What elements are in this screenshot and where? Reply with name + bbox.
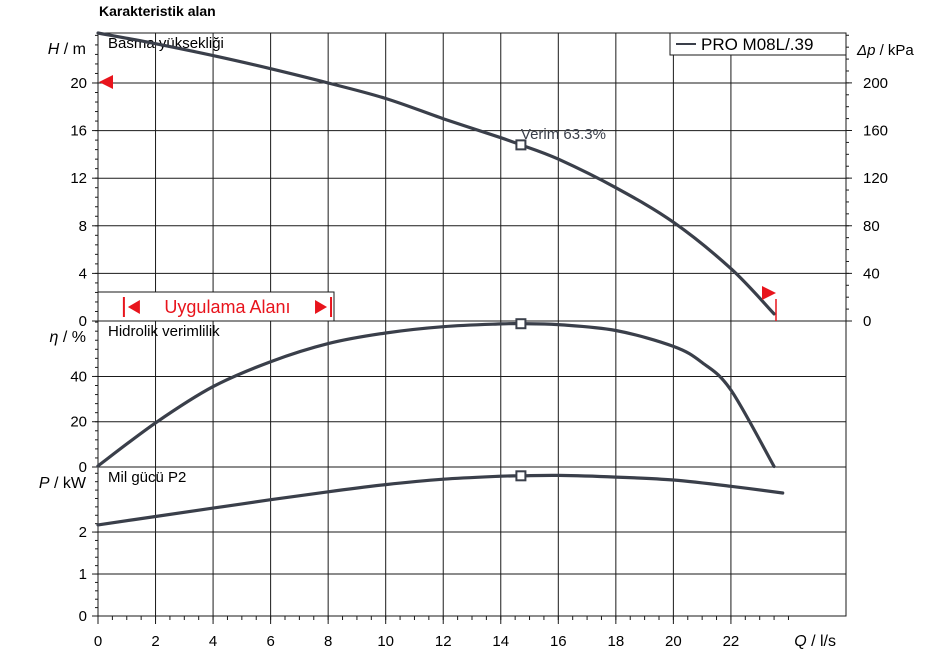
legend-box — [669, 32, 847, 56]
range-left-arrow — [127, 300, 140, 314]
panel-frame — [97, 32, 847, 322]
y-tick-label: 2 — [79, 524, 87, 541]
y2-tick-label: 200 — [863, 75, 888, 92]
y-axis-separator: / — [50, 475, 63, 492]
y-axis-label: H / m — [48, 41, 86, 58]
application-range: Uygulama Alanı — [97, 291, 335, 322]
y-axis-label: η / % — [50, 329, 86, 346]
chart-gridlines — [98, 33, 846, 616]
x-tick-label: 14 — [492, 633, 509, 650]
range-right-arrow — [315, 300, 328, 314]
y-tick-label: 0 — [79, 608, 87, 625]
curve-efficiency — [96, 322, 776, 469]
application-range-label: Uygulama Alanı — [164, 297, 290, 317]
y-tick-label: 8 — [79, 218, 87, 235]
y-tick-label: 20 — [70, 414, 87, 431]
y-tick-label: 4 — [79, 265, 87, 282]
y-axis-symbol: P — [39, 475, 50, 492]
x-tick-label: 16 — [550, 633, 567, 650]
chart-curves — [96, 31, 785, 527]
curve-head — [96, 31, 776, 316]
y2-axis-unit: kPa — [888, 42, 915, 59]
y-tick-label: 12 — [70, 170, 87, 187]
x-tick-label: 0 — [94, 633, 102, 650]
panel-title: Mil gücü P2 — [108, 469, 186, 486]
panel-frame — [97, 466, 847, 617]
chart-overlays: PRO M08L/.39 Verim 63.3% Uygulama Alanı — [97, 32, 847, 322]
x-tick-label: 18 — [608, 633, 625, 650]
duty-point-marker — [515, 139, 527, 151]
y-axis-label: P / kW — [39, 475, 87, 492]
y-axis-unit: m — [73, 41, 86, 58]
x-tick-label: 4 — [209, 633, 217, 650]
x-tick-label: 10 — [377, 633, 394, 650]
y2-tick-label: 40 — [863, 265, 880, 282]
x-tick-label: 20 — [665, 633, 682, 650]
y-tick-label: 0 — [79, 313, 87, 330]
y2-axis-label: Δp / kPa — [856, 42, 914, 59]
y-axis-symbol: H — [48, 41, 60, 58]
y-axis-separator: / — [58, 329, 71, 346]
y-tick-label: 16 — [70, 123, 87, 140]
y-axis-unit: % — [72, 329, 86, 346]
legend: PRO M08L/.39 — [669, 32, 847, 56]
x-tick-label: 6 — [266, 633, 274, 650]
y-tick-label: 20 — [70, 75, 87, 92]
max-flow-marker — [762, 286, 776, 300]
page-title: Karakteristik alan — [99, 3, 216, 19]
y-tick-label: 0 — [79, 459, 87, 476]
x-axis-unit: l/s — [820, 633, 836, 650]
duty-point-label: Verim 63.3% — [521, 126, 606, 143]
x-tick-label: 12 — [435, 633, 452, 650]
y-axis-symbol: η — [50, 329, 59, 346]
y2-tick-label: 80 — [863, 218, 880, 235]
x-tick-label: 22 — [723, 633, 740, 650]
max-head-marker — [99, 75, 113, 89]
duty-point-marker — [515, 318, 527, 330]
y-axis-separator: / — [59, 41, 72, 58]
y-tick-label: 40 — [70, 368, 87, 385]
legend-label: PRO M08L/.39 — [701, 35, 813, 54]
x-axis-separator: / — [807, 633, 820, 650]
y2-tick-label: 0 — [863, 313, 871, 330]
y-axis-unit: kW — [63, 475, 87, 492]
x-tick-label: 8 — [324, 633, 332, 650]
chart-ticks — [92, 34, 852, 624]
y2-axis-separator: / — [875, 42, 888, 59]
y-tick-label: 1 — [79, 566, 87, 583]
curve-power — [96, 473, 785, 527]
y2-axis-symbol: Δp — [856, 42, 875, 59]
panel-title: Hidrolik verimlilik — [108, 323, 220, 340]
x-tick-label: 2 — [151, 633, 159, 650]
y2-tick-label: 120 — [863, 170, 888, 187]
y2-tick-label: 160 — [863, 123, 888, 140]
x-axis-symbol: Q — [794, 633, 806, 650]
duty-point-marker — [515, 470, 527, 482]
x-axis-label: Q / l/s — [794, 633, 836, 650]
